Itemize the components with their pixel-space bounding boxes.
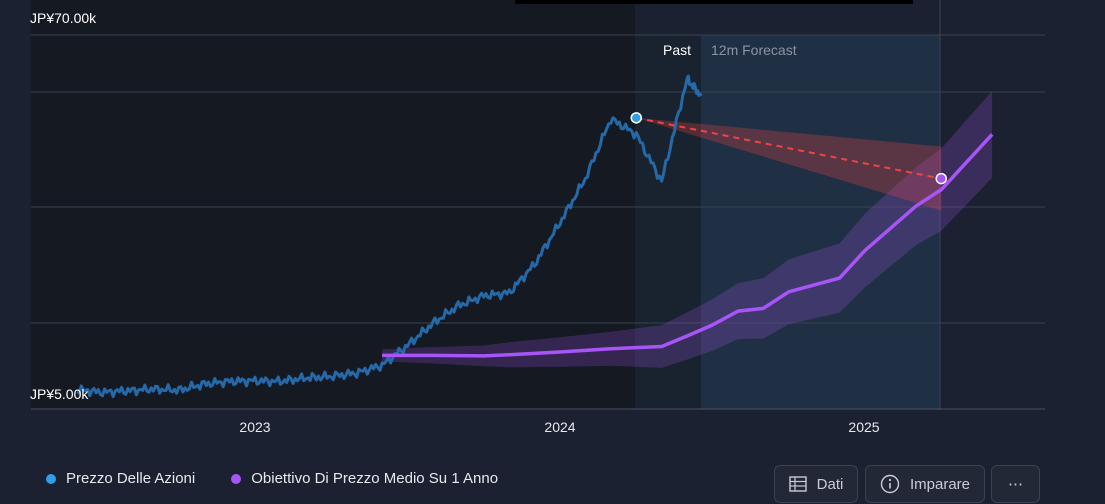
forecast-label: 12m Forecast [711, 42, 797, 58]
price-dot-icon [46, 473, 56, 484]
target-dot-icon [231, 473, 242, 484]
more-button[interactable]: ⋯ [991, 465, 1040, 503]
legend-price-label: Prezzo Delle Azioni [66, 470, 196, 487]
learn-button-label: Imparare [909, 475, 971, 493]
price-chart: JP¥70.00k JP¥5.00k 2023 2024 2025 Past 1… [30, 0, 1045, 435]
more-icon: ⋯ [1008, 476, 1023, 493]
data-button-label: Dati [816, 475, 844, 493]
target-price-marker[interactable] [935, 172, 947, 185]
legend: Prezzo Delle Azioni Obiettivo Di Prezzo … [46, 470, 534, 487]
table-icon [788, 476, 807, 492]
gridlines [31, 34, 1045, 410]
bands [382, 91, 993, 368]
y-tick-top: JP¥70.00k [30, 10, 97, 26]
x-tick-2025: 2025 [848, 419, 879, 435]
past-label: Past [663, 42, 691, 58]
data-button[interactable]: Dati [774, 465, 858, 503]
x-tick-2023: 2023 [239, 419, 270, 435]
learn-button[interactable]: Imparare [865, 465, 985, 503]
top-bar [515, 0, 913, 4]
target-line [382, 133, 994, 358]
info-icon [880, 474, 900, 494]
current-price-marker[interactable] [630, 112, 642, 124]
legend-target-label: Obiettivo Di Prezzo Medio Su 1 Anno [251, 470, 499, 487]
y-tick-bottom: JP¥5.00k [30, 386, 89, 402]
x-tick-2024: 2024 [544, 419, 575, 435]
forecast-line [636, 116, 942, 180]
forecast-fan [636, 117, 942, 211]
markers [630, 112, 947, 185]
legend-item-target[interactable]: Obiettivo Di Prezzo Medio Su 1 Anno [231, 470, 498, 487]
target-range-band [382, 91, 993, 368]
past-region [31, 0, 635, 409]
lines [76, 74, 994, 399]
legend-item-price[interactable]: Prezzo Delle Azioni [46, 470, 195, 487]
